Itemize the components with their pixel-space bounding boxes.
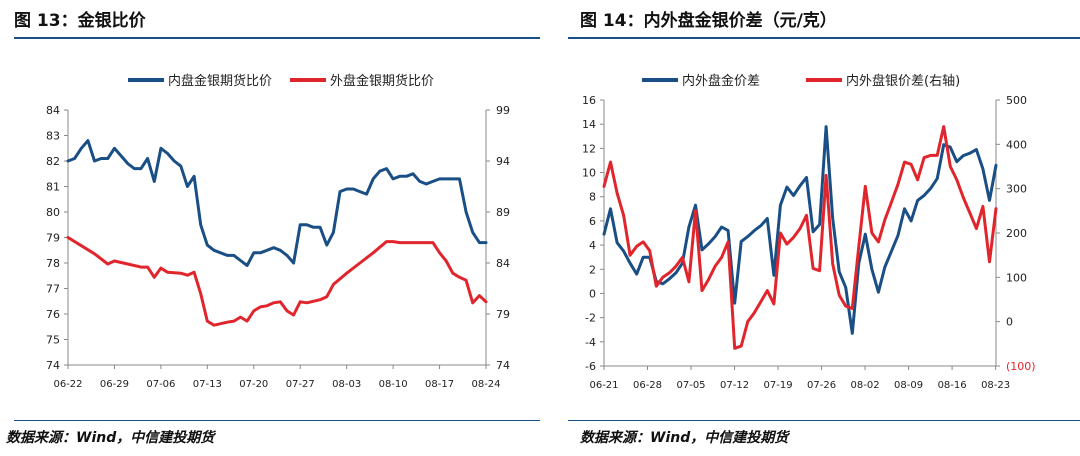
legend-label: 内外盘银价差(右轴) — [846, 73, 960, 89]
source-text: 数据来源：Wind，中信建投期货 — [6, 430, 215, 446]
left-y-tick-label: 16 — [582, 94, 596, 107]
x-tick-label: 07-13 — [193, 379, 222, 390]
left-y-tick-label: 10 — [582, 167, 596, 180]
x-tick-label: 06-22 — [53, 379, 82, 390]
line-chart: -6 -4 -2 0 2 4 6 8 10 12 14 16 (100) 0 100 200 300 400 500… — [582, 73, 1036, 391]
x-tick-label: 07-26 — [807, 380, 836, 391]
left-y-tick-label: 6 — [589, 215, 596, 228]
legend-label: 外盘金银期货比价 — [330, 73, 434, 89]
right-y-tick-label: 89 — [496, 206, 510, 219]
right-y-tick-label: 84 — [496, 257, 510, 270]
right-y-tick-label: 200 — [1006, 227, 1027, 240]
right-y-tick-label: 0 — [1006, 316, 1013, 329]
x-tick-label: 07-05 — [676, 380, 705, 391]
left-y-tick-label: 14 — [582, 118, 596, 131]
line-chart: 74 75 76 77 78 79 80 81 82 83 84 74 79 84 89 94 99 06-22 0… — [46, 73, 510, 390]
chart-panel-gold-silver-ratio: 图 13：金银比价 74 75 76 77 78 79 80 81 82 83 84 74 79 84 89… — [6, 11, 540, 446]
x-tick-label: 08-10 — [379, 379, 408, 390]
right-y-tick-label: (100) — [1006, 360, 1036, 373]
right-y-tick-label: 100 — [1006, 271, 1027, 284]
x-tick-label: 08-09 — [894, 380, 923, 391]
left-y-tick-label: 79 — [46, 232, 60, 245]
x-tick-label: 06-21 — [589, 380, 618, 391]
x-tick-label: 07-19 — [764, 380, 793, 391]
right-y-tick-label: 300 — [1006, 183, 1027, 196]
x-tick-label: 08-23 — [981, 380, 1010, 391]
title-rule — [568, 37, 1080, 39]
left-y-tick-label: -2 — [585, 312, 596, 325]
right-y-tick-label: 99 — [496, 104, 510, 117]
legend-label: 内盘金银期货比价 — [168, 73, 272, 89]
left-y-tick-label: 2 — [589, 263, 596, 276]
left-y-tick-label: 80 — [46, 206, 60, 219]
x-tick-label: 08-17 — [425, 379, 454, 390]
x-tick-label: 07-12 — [720, 380, 749, 391]
title-rule — [14, 37, 540, 39]
left-y-tick-label: 84 — [46, 104, 60, 117]
left-y-tick-label: -4 — [585, 336, 596, 349]
source-rule — [568, 420, 1080, 421]
series-line — [66, 139, 488, 267]
x-tick-label: 08-03 — [332, 379, 361, 390]
left-y-tick-label: 74 — [46, 359, 60, 372]
source-rule — [14, 420, 540, 421]
left-y-tick-label: 83 — [46, 130, 60, 143]
left-y-tick-label: 78 — [46, 257, 60, 270]
left-y-tick-label: 12 — [582, 142, 596, 155]
x-tick-label: 06-28 — [633, 380, 662, 391]
left-y-tick-label: 77 — [46, 283, 60, 296]
series-line — [66, 236, 488, 327]
right-y-tick-label: 79 — [496, 308, 510, 321]
left-y-tick-label: 76 — [46, 308, 60, 321]
right-y-tick-label: 94 — [496, 155, 510, 168]
left-y-tick-label: -6 — [585, 360, 596, 373]
left-y-tick-label: 8 — [589, 191, 596, 204]
series-line — [602, 125, 998, 350]
figure-title: 图 13：金银比价 — [14, 11, 146, 31]
left-y-tick-label: 75 — [46, 334, 60, 347]
x-tick-label: 07-20 — [239, 379, 268, 390]
series-line — [602, 125, 998, 335]
chart-panel-spread: 图 14：内外盘金银价差（元/克） -6 -4 -2 0 2 4 6 8 10 12 14 16 (10… — [540, 0, 1080, 456]
x-tick-label: 08-24 — [471, 379, 500, 390]
legend-label: 内外盘金价差 — [682, 73, 760, 89]
x-tick-label: 07-06 — [146, 379, 175, 390]
left-y-tick-label: 82 — [46, 155, 60, 168]
left-y-tick-label: 81 — [46, 181, 60, 194]
left-y-tick-label: 0 — [589, 287, 596, 300]
right-y-tick-label: 400 — [1006, 138, 1027, 151]
figure-title: 图 14：内外盘金银价差（元/克） — [580, 11, 837, 31]
source-text: 数据来源：Wind，中信建投期货 — [580, 430, 789, 446]
left-y-tick-label: 4 — [589, 239, 596, 252]
x-tick-label: 08-16 — [938, 380, 967, 391]
x-tick-label: 07-27 — [286, 379, 315, 390]
x-tick-label: 08-02 — [851, 380, 880, 391]
right-y-tick-label: 74 — [496, 359, 510, 372]
x-tick-label: 06-29 — [100, 379, 129, 390]
right-y-tick-label: 500 — [1006, 94, 1027, 107]
